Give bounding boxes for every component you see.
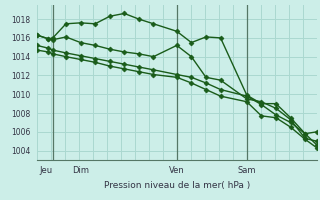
X-axis label: Pression niveau de la mer( hPa ): Pression niveau de la mer( hPa )	[104, 181, 250, 190]
